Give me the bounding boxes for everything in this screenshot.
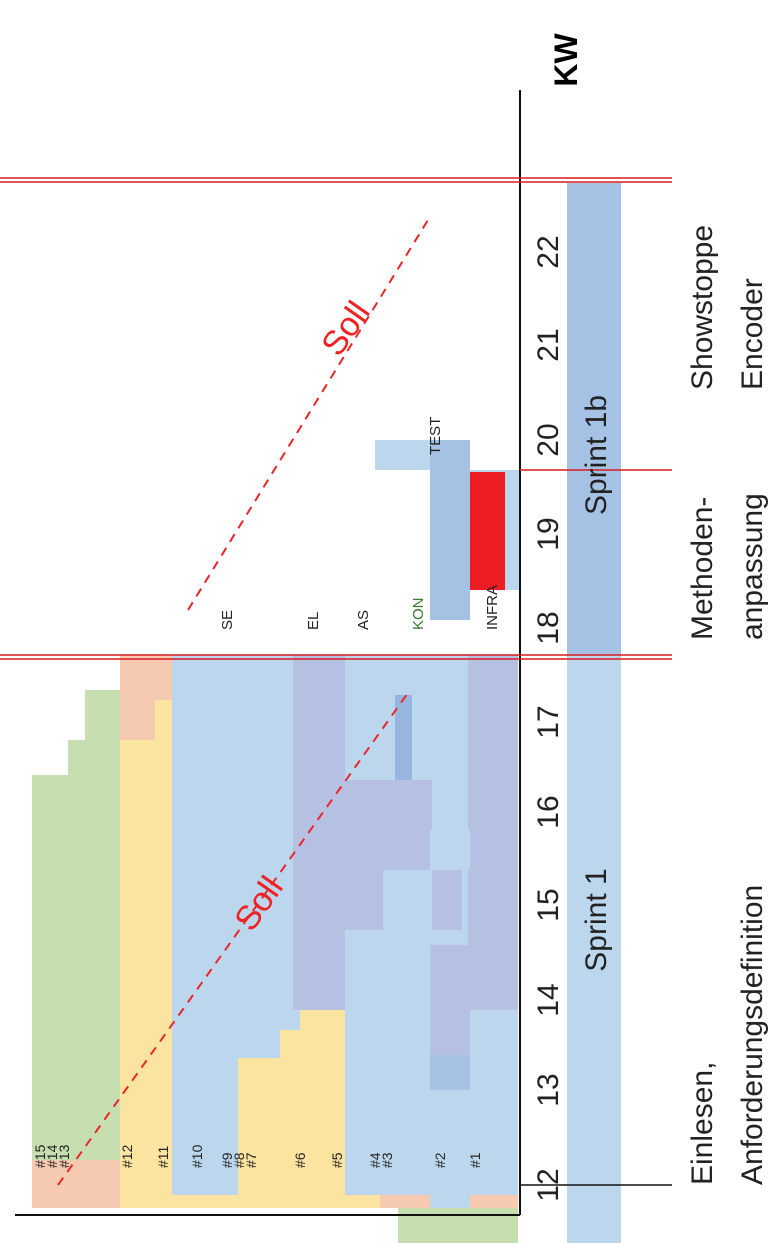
cell-sprint1-2-0: [85, 690, 120, 1160]
wp-label-n2: #2: [432, 1152, 448, 1168]
week-label-18: 18: [532, 611, 565, 644]
wp-label-n4: #4: [367, 1152, 383, 1168]
cell-sprint1b-lav4: [430, 945, 470, 1055]
cell-sprint1b-infra-lav2: [468, 780, 518, 930]
wp-label-n11: #11: [155, 1145, 171, 1168]
phase-label-0-0: Einlesen,: [686, 1062, 719, 1185]
week-label-14: 14: [532, 983, 565, 1016]
sprint-bars-layer: [567, 183, 621, 1243]
sprint-label-1: Sprint 1: [580, 868, 613, 971]
cell-sprint1-3-0: [120, 655, 155, 740]
cell-sprint1-0-1: [32, 1160, 68, 1208]
wp-label-n13: #13: [56, 1144, 72, 1168]
cell-red-showstopper: [470, 472, 505, 590]
cell-sprint1-0-0: [32, 775, 68, 1160]
cell-sprint1b-row-1: [238, 655, 280, 1058]
week-label-16: 16: [532, 795, 565, 828]
cell-sprint1b-test-mid: [430, 440, 470, 620]
wp-label-n12: #12: [119, 1144, 135, 1168]
week-label-15: 15: [532, 888, 565, 921]
cell-sprint1-4-0: [155, 655, 172, 700]
wp-label-n15: #15: [32, 1144, 48, 1168]
cell-sprint1-base: [398, 1208, 518, 1243]
cell-sprint1-2-1: [85, 1160, 120, 1208]
cell-sprint1b-top: [440, 830, 470, 870]
lines-layer: [0, 90, 672, 1216]
soll-line-sprint1b: [187, 219, 429, 611]
x-axis-title: KW: [548, 33, 584, 87]
wp-label-n6: #6: [292, 1152, 308, 1168]
wp-label-n8: #8: [231, 1152, 247, 1168]
cell-sprint1-1-1: [68, 1160, 85, 1208]
phase-label-1-0: Methoden-: [686, 497, 719, 640]
soll-line-sprint1: [57, 689, 411, 1186]
phase-label-0-1: Anforderungsdefinition: [736, 885, 769, 1185]
cell-sprint1b-infra2: [432, 870, 462, 930]
cell-sprint1-1-0: [68, 740, 85, 1160]
wp-label-n7: #7: [243, 1152, 259, 1168]
cell-sprint1b-kon2: [383, 780, 432, 870]
week-label-12: 12: [532, 1168, 565, 1201]
sprint-label-1b: Sprint 1b: [580, 395, 613, 515]
cell-sprint1b-dark2: [430, 1055, 470, 1090]
wp-label-n9: #9: [219, 1152, 235, 1168]
wp-label-n1: #1: [467, 1152, 483, 1168]
cell-sprint1b-fill: [430, 1195, 470, 1208]
wp-label-n10: #10: [189, 1144, 205, 1168]
cell-sprint1b-as2: [345, 780, 383, 930]
cell-sprint1b-row-0: [172, 655, 238, 1195]
wp-label-n5: #5: [329, 1152, 345, 1168]
cell-sprint1b-dark: [395, 695, 412, 780]
wp-label-n3: #3: [379, 1152, 395, 1168]
cell-sprint1b-infra-lav: [468, 655, 518, 780]
wp-label-se: SE: [219, 610, 236, 630]
cell-sprint1b-el: [293, 655, 345, 780]
wp-label-kon: KON: [410, 597, 427, 630]
wp-label-infra: INFRA: [484, 585, 501, 630]
week-label-21: 21: [532, 328, 565, 361]
soll-label-sprint1b: Soll: [314, 295, 378, 363]
week-label-13: 13: [532, 1073, 565, 1106]
week-label-20: 20: [532, 423, 565, 456]
wp-label-test: TEST: [427, 417, 444, 455]
phase-label-2-1: Encoder: [736, 278, 769, 390]
wp-label-el: EL: [305, 612, 322, 630]
phase-label-2-0: Showstoppe: [686, 225, 719, 390]
sprint-bar-1: [567, 655, 621, 1243]
cell-sprint1-3-1: [120, 740, 155, 1208]
wp-label-as: AS: [355, 610, 372, 630]
phase-label-1-1: anpassung: [736, 493, 769, 640]
cell-sprint1-4-1: [155, 700, 172, 1208]
cells-layer: [32, 440, 520, 1243]
cell-sprint1b-test-top: [375, 440, 430, 470]
week-label-19: 19: [532, 517, 565, 550]
wp-label-n14: #14: [44, 1144, 60, 1168]
cell-sprint1b-el2: [293, 780, 345, 1010]
week-label-22: 22: [532, 235, 565, 268]
week-label-17: 17: [532, 705, 565, 738]
cell-sprint1b-infra-lav3: [468, 930, 518, 1010]
text-layer: SollSoll1213141516171819202122KWArbeitsp…: [32, 33, 769, 1202]
sprint-bar-1b: [567, 183, 621, 655]
